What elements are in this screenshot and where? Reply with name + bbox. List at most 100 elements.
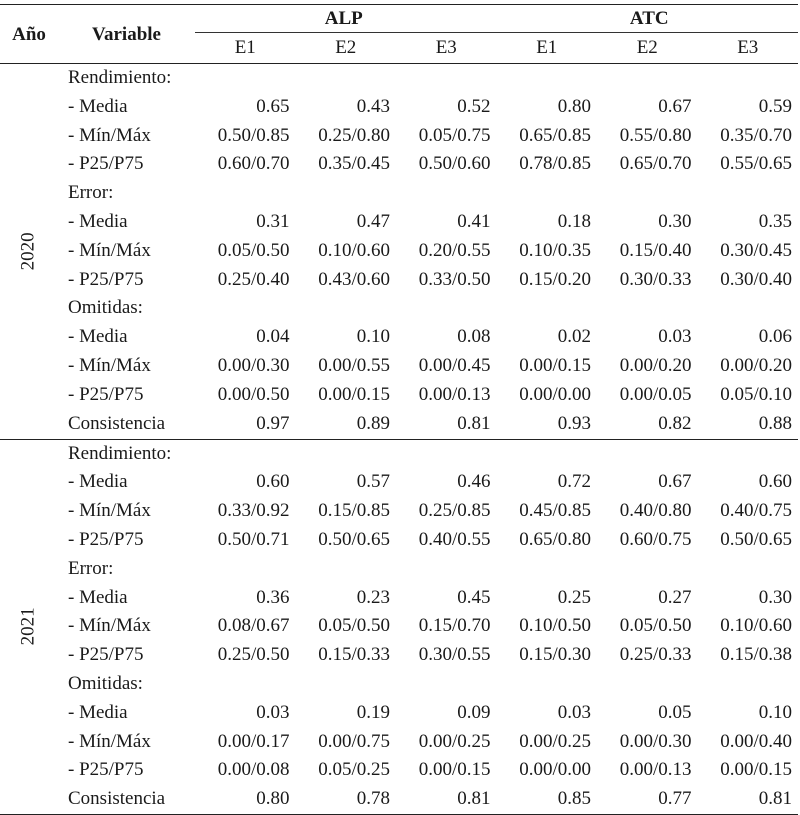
value-cell: 0.59 (758, 95, 793, 117)
value-cell: 0.06 (758, 326, 793, 348)
value-cell (295, 438, 396, 469)
variable-label: Error: (68, 182, 114, 204)
value-cell (296, 64, 397, 93)
value-cell: 0.47 (356, 210, 390, 232)
value-cell: 0.05/0.25 (318, 759, 390, 781)
value-cell: 0.40/0.75 (720, 500, 793, 522)
value-cell: 0.00/0.15 (418, 759, 491, 781)
value-cell: 0.77 (658, 788, 692, 810)
value-cell: 0.78/0.85 (519, 153, 591, 175)
value-cell: 0.05/0.50 (217, 239, 290, 261)
value-cell: 0.30/0.45 (720, 239, 793, 261)
value-cell (698, 555, 799, 584)
value-cell: 0.10 (758, 701, 793, 723)
table-row: - P25/P75 0.50/0.71 0.50/0.65 0.40/0.55 0.65… (0, 526, 798, 555)
value-cell: 0.80 (256, 788, 290, 810)
value-cell (195, 294, 296, 323)
value-cell: 0.52 (457, 95, 491, 117)
value-cell: 0.55/0.80 (619, 124, 692, 146)
variable-label: - P25/P75 (68, 759, 144, 781)
value-cell: 0.00/0.08 (217, 759, 290, 781)
header-sub-alp-e1: E1 (195, 32, 296, 64)
value-cell: 0.65/0.70 (619, 153, 692, 175)
value-cell: 0.40/0.55 (418, 528, 491, 550)
value-cell: 0.30 (758, 586, 793, 608)
value-cell (698, 670, 799, 699)
value-cell: 0.25/0.85 (418, 500, 491, 522)
value-cell (195, 670, 296, 699)
value-cell (497, 64, 598, 93)
value-cell: 0.15/0.70 (418, 615, 491, 637)
value-cell (296, 555, 397, 584)
value-cell: 0.33/0.92 (217, 500, 290, 522)
results-table: Año Variable ALP ATC E1 E2 E3 E1 E2 E3 2… (0, 4, 799, 815)
table-row: - Media 0.36 0.23 0.45 0.25 0.27 0.30 (0, 584, 798, 613)
value-cell: 0.00/0.40 (720, 730, 793, 752)
table-row: - P25/P75 0.00/0.08 0.05/0.25 0.00/0.15 0.00… (0, 756, 798, 785)
header-sub-alp-e3: E3 (396, 32, 497, 64)
value-cell (496, 438, 597, 469)
table-row: Omitidas: (0, 670, 798, 699)
value-cell (497, 670, 598, 699)
value-cell (697, 438, 799, 469)
value-cell: 0.25/0.40 (217, 268, 290, 290)
value-cell: 0.67 (658, 95, 692, 117)
table-row: Error: (0, 179, 798, 208)
value-cell: 0.45 (457, 586, 491, 608)
variable-label: - P25/P75 (68, 383, 144, 405)
value-cell: 0.36 (256, 586, 290, 608)
value-cell: 0.25 (557, 586, 591, 608)
value-cell: 0.89 (356, 412, 390, 434)
value-cell: 0.08 (457, 326, 491, 348)
value-cell: 0.02 (557, 326, 591, 348)
value-cell: 0.03 (557, 701, 591, 723)
table-row: - Mín/Máx 0.00/0.17 0.00/0.75 0.00/0.25 0.00… (0, 728, 798, 757)
table-row: - P25/P75 0.60/0.70 0.35/0.45 0.50/0.60 0.78… (0, 150, 798, 179)
value-cell: 0.15/0.20 (519, 268, 591, 290)
value-cell: 0.50/0.65 (318, 528, 390, 550)
value-cell: 0.05/0.50 (318, 615, 390, 637)
value-cell: 0.00/0.20 (619, 354, 692, 376)
value-cell (597, 294, 698, 323)
header-sub-atc-e3: E3 (697, 32, 799, 64)
value-cell: 0.60/0.75 (619, 528, 692, 550)
value-cell: 0.09 (457, 701, 491, 723)
value-cell: 0.15/0.40 (619, 239, 692, 261)
value-cell: 0.15/0.85 (318, 500, 390, 522)
value-cell: 0.67 (658, 471, 692, 493)
value-cell: 0.35/0.70 (720, 124, 793, 146)
variable-label: - Media (68, 701, 128, 723)
value-cell: 0.65 (256, 95, 290, 117)
variable-label: - Mín/Máx (68, 615, 151, 637)
value-cell: 0.05/0.50 (619, 615, 692, 637)
table-row: Consistencia 0.97 0.89 0.81 0.93 0.82 0.88 (0, 410, 798, 440)
value-cell: 0.10/0.60 (318, 239, 390, 261)
value-cell (597, 438, 698, 469)
variable-label: - Media (68, 471, 128, 493)
variable-label: - Mín/Máx (68, 354, 151, 376)
value-cell: 0.25/0.80 (318, 124, 390, 146)
table-row: - P25/P75 0.25/0.40 0.43/0.60 0.33/0.50 0.15… (0, 266, 798, 295)
header-group-alp: ALP (195, 4, 497, 33)
year-label: 2020 (17, 232, 39, 271)
value-cell: 0.10 (356, 326, 390, 348)
value-cell: 0.00/0.13 (619, 759, 692, 781)
table-row: - Mín/Máx 0.00/0.30 0.00/0.55 0.00/0.45 0.00… (0, 352, 798, 381)
value-cell: 0.78 (356, 788, 390, 810)
value-cell: 0.30 (658, 210, 692, 232)
value-cell (597, 555, 698, 584)
value-cell (497, 294, 598, 323)
variable-label: Omitidas: (68, 672, 143, 694)
value-cell: 0.35 (758, 210, 793, 232)
value-cell: 0.25/0.33 (619, 644, 692, 666)
value-cell: 0.93 (557, 412, 591, 434)
table-row: Error: (0, 555, 798, 584)
value-cell: 0.81 (457, 412, 491, 434)
value-cell: 0.00/0.05 (619, 383, 692, 405)
value-cell (698, 179, 799, 208)
value-cell (396, 294, 497, 323)
value-cell: 0.81 (457, 788, 491, 810)
table-row: Consistencia 0.80 0.78 0.81 0.85 0.77 0.81 (0, 785, 798, 815)
value-cell: 0.10/0.35 (519, 239, 591, 261)
value-cell: 0.05/0.75 (418, 124, 491, 146)
